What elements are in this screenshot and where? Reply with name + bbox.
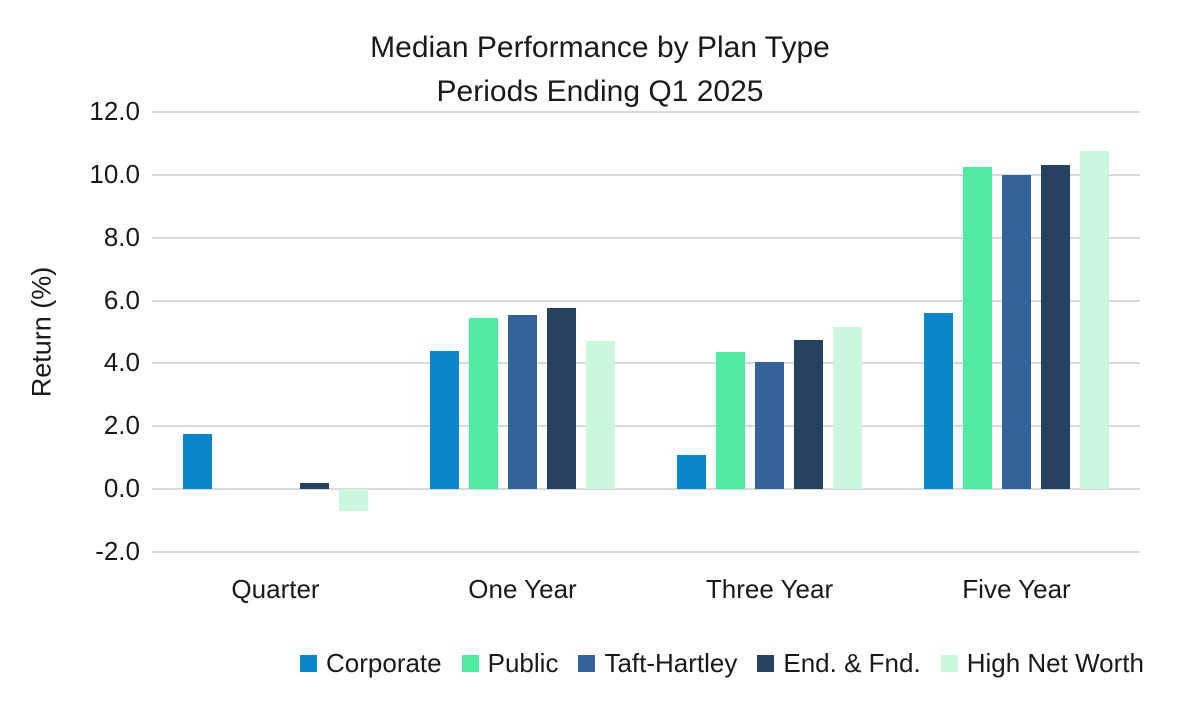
y-tick-label-2.0: 2.0 xyxy=(103,410,140,441)
bar-corporate-quarter xyxy=(183,434,212,490)
bar-taft-hartley-five-year xyxy=(1002,174,1031,490)
gridline-4.0 xyxy=(152,362,1140,365)
bar-corporate-five-year xyxy=(924,313,953,490)
y-axis-tick-labels: 12.0 10.0 8.0 6.0 4.0 2.0 0.0 -2.0 xyxy=(0,96,140,566)
bar-public-five-year xyxy=(963,167,992,490)
legend-swatch-high-net-worth xyxy=(940,654,958,672)
y-tick-label-4.0: 4.0 xyxy=(103,347,140,378)
plot-area xyxy=(152,111,1140,553)
legend-swatch-end-fnd xyxy=(757,654,775,672)
y-tick-label-10.0: 10.0 xyxy=(89,158,140,189)
bar-public-one-year xyxy=(469,317,498,490)
gridline-10.0 xyxy=(152,173,1140,176)
legend-label-public: Public xyxy=(487,647,559,678)
legend: Corporate Public Taft-Hartley End. & Fnd. Hi… xyxy=(300,646,1144,680)
legend-swatch-corporate xyxy=(300,654,317,672)
y-tick-label--2.0: -2.0 xyxy=(95,535,140,566)
bar-taft-hartley-three-year xyxy=(755,361,784,490)
y-tick-label-12.0: 12.0 xyxy=(89,95,140,126)
bar-end-fnd-five-year xyxy=(1041,165,1070,490)
bar-high-net-worth-three-year xyxy=(833,327,862,490)
y-tick-label-0.0: 0.0 xyxy=(103,473,140,504)
x-axis-label-three-year: Three Year xyxy=(705,574,834,604)
x-axis-label-one-year: One Year xyxy=(468,574,577,604)
legend-item-end-fnd: End. & Fnd. xyxy=(757,647,921,679)
legend-item-corporate: Corporate xyxy=(300,648,442,679)
y-tick-label-8.0: 8.0 xyxy=(103,221,140,252)
bar-high-net-worth-one-year xyxy=(586,341,615,490)
gridline-2.0 xyxy=(152,425,1140,428)
legend-label-high-net-worth: High Net Worth xyxy=(966,647,1144,678)
x-axis-label-quarter: Quarter xyxy=(231,574,320,604)
gridline-8.0 xyxy=(152,236,1140,239)
y-tick-label-6.0: 6.0 xyxy=(103,284,140,315)
bar-end-fnd-three-year xyxy=(794,339,823,490)
legend-label-taft-hartley: Taft-Hartley xyxy=(604,647,738,678)
bar-public-three-year xyxy=(716,352,745,490)
chart-title: Median Performance by Plan Type Periods … xyxy=(0,26,1200,114)
chart-title-line-2: Periods Ending Q1 2025 xyxy=(436,75,764,108)
gridline--2.0 xyxy=(152,551,1140,553)
bar-end-fnd-quarter xyxy=(300,482,329,490)
x-axis-labels: Quarter One Year Three Year Five Year xyxy=(152,574,1140,605)
bar-corporate-one-year xyxy=(430,350,459,490)
legend-swatch-taft-hartley xyxy=(578,654,596,672)
bar-end-fnd-one-year xyxy=(547,308,576,490)
gridline-12.0 xyxy=(152,111,1140,113)
bar-taft-hartley-one-year xyxy=(508,314,537,490)
legend-swatch-public xyxy=(461,654,479,672)
legend-item-high-net-worth: High Net Worth xyxy=(940,647,1144,679)
legend-label-corporate: Corporate xyxy=(326,647,442,678)
gridline-0.0 xyxy=(152,488,1140,491)
legend-item-taft-hartley: Taft-Hartley xyxy=(578,648,737,679)
bar-high-net-worth-five-year xyxy=(1080,151,1109,490)
legend-item-public: Public xyxy=(461,647,559,679)
bar-corporate-three-year xyxy=(677,454,706,490)
chart-title-line-1: Median Performance by Plan Type xyxy=(370,31,830,64)
gridline-6.0 xyxy=(152,299,1140,302)
legend-label-end-fnd: End. & Fnd. xyxy=(783,647,921,678)
bar-high-net-worth-quarter xyxy=(339,489,368,512)
x-axis-label-five-year: Five Year xyxy=(962,574,1071,604)
